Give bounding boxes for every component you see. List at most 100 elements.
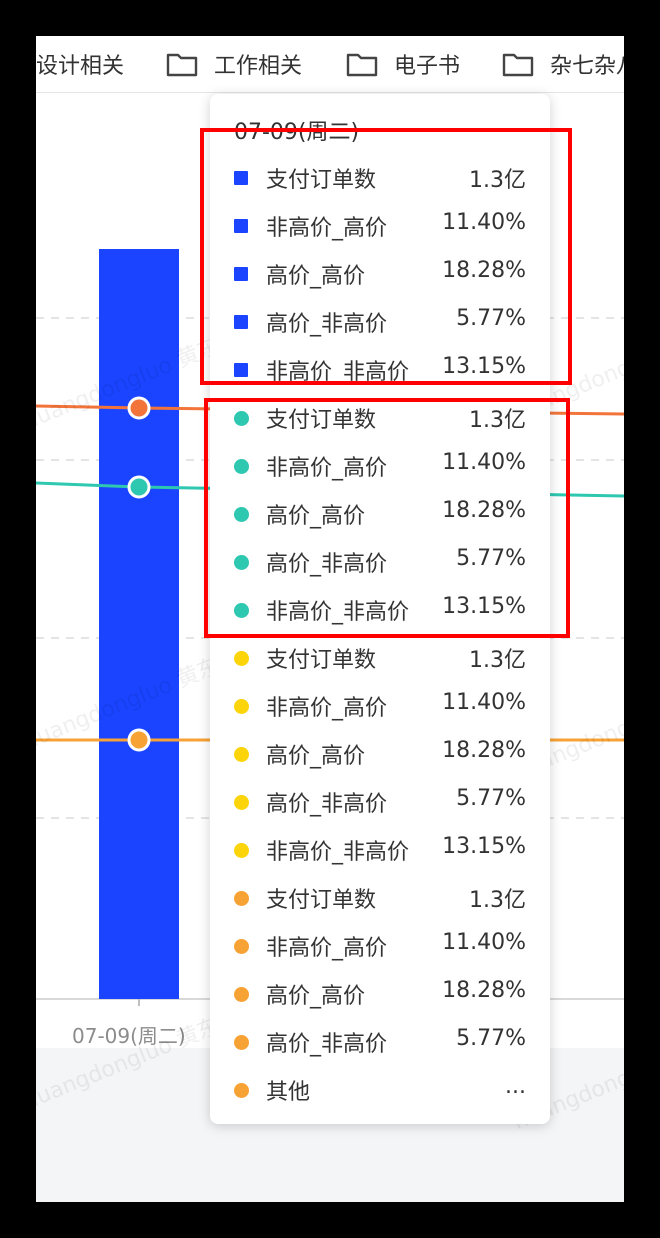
circle-marker-icon <box>234 747 249 762</box>
tooltip-series-value: 13.15% <box>442 594 526 619</box>
bookmarks-bar: 设计相关 工作相关 电子书 杂七杂八 <box>36 36 624 93</box>
folder-icon <box>502 53 534 77</box>
tooltip-series-name: 非高价_高价 <box>266 216 388 241</box>
tooltip-row: 非高价_非高价 13.15% <box>210 346 550 394</box>
circle-marker-icon <box>234 987 249 1002</box>
tooltip-series-value: 1.3亿 <box>469 648 526 673</box>
tooltip-series-name: 高价_非高价 <box>266 552 388 577</box>
browser-viewport: 设计相关 工作相关 电子书 杂七杂八 07-09(周二) huangdonglu… <box>36 36 624 1202</box>
circle-marker-icon <box>234 939 249 954</box>
tooltip-series-value: 11.40% <box>442 930 526 955</box>
tooltip-row: 其他... <box>210 1066 550 1114</box>
tooltip-row: 非高价_高价 11.40% <box>210 922 550 970</box>
tooltip-series-name: 高价_高价 <box>266 984 366 1009</box>
tooltip-series-name: 高价_高价 <box>266 264 366 289</box>
circle-marker-icon <box>234 843 249 858</box>
circle-marker-icon <box>234 555 249 570</box>
circle-marker-icon <box>234 507 249 522</box>
tooltip-series-value: 18.28% <box>442 978 526 1003</box>
tooltip-series-value: 11.40% <box>442 450 526 475</box>
series-point <box>127 728 151 752</box>
tooltip-series-value: 5.77% <box>456 306 526 331</box>
circle-marker-icon <box>234 1083 249 1098</box>
tooltip-row: 高价_高价 18.28% <box>210 490 550 538</box>
tooltip-series-name: 高价_高价 <box>266 744 366 769</box>
series-point <box>127 475 151 499</box>
highlight-box-teal-group <box>204 398 570 638</box>
tooltip-series-value: 13.15% <box>442 834 526 859</box>
circle-marker-icon <box>234 699 249 714</box>
tooltip-series-value: ... <box>505 1074 526 1099</box>
circle-marker-icon <box>234 603 249 618</box>
tooltip-series-value: 18.28% <box>442 498 526 523</box>
bookmark-design[interactable]: 设计相关 <box>36 36 124 92</box>
bookmark-work[interactable]: 工作相关 <box>166 36 302 92</box>
bookmark-label: 设计相关 <box>36 54 125 79</box>
square-marker-icon <box>234 267 248 281</box>
highlight-box-blue-group <box>200 128 572 385</box>
tooltip-series-name: 支付订单数 <box>266 408 377 433</box>
tooltip-row: 非高价_高价 11.40% <box>210 442 550 490</box>
circle-marker-icon <box>234 795 249 810</box>
square-marker-icon <box>234 363 248 377</box>
tooltip-series-name: 支付订单数 <box>266 168 377 193</box>
tooltip-series-value: 11.40% <box>442 690 526 715</box>
circle-marker-icon <box>234 891 249 906</box>
tooltip-series-value: 18.28% <box>442 258 526 283</box>
tooltip-row: 高价_非高价 5.77% <box>210 778 550 826</box>
tooltip-series-name: 高价_非高价 <box>266 1032 388 1057</box>
tooltip-row: 高价_高价 18.28% <box>210 250 550 298</box>
tooltip-row: 支付订单数 1.3亿 <box>210 154 550 202</box>
chart-tooltip: 07-09(周二) 支付订单数 1.3亿 非高价_高价 11.40% 高价_高价 18.2… <box>210 94 550 1124</box>
tooltip-row: 高价_非高价 5.77% <box>210 538 550 586</box>
folder-icon <box>346 53 378 77</box>
tooltip-series-name: 非高价_非高价 <box>266 360 410 385</box>
tooltip-row: 高价_高价 18.28% <box>210 730 550 778</box>
tooltip-series-name: 其他 <box>266 1080 311 1105</box>
tooltip-row: 非高价_高价 11.40% <box>210 202 550 250</box>
tooltip-series-value: 13.15% <box>442 354 526 379</box>
tooltip-series-value: 5.77% <box>456 1026 526 1051</box>
bookmark-misc[interactable]: 杂七杂八 <box>502 36 624 92</box>
tooltip-series-name: 非高价_非高价 <box>266 600 410 625</box>
x-axis-tick-label: 07-09(周二) <box>72 1024 186 1048</box>
tooltip-series-value: 1.3亿 <box>469 888 526 913</box>
square-marker-icon <box>234 219 248 233</box>
tooltip-row: 高价_非高价 5.77% <box>210 1018 550 1066</box>
tooltip-series-name: 支付订单数 <box>266 648 377 673</box>
tooltip-row: 高价_高价 18.28% <box>210 970 550 1018</box>
tooltip-row: 支付订单数 1.3亿 <box>210 634 550 682</box>
tooltip-title: 07-09(周二) <box>234 120 360 145</box>
tooltip-row: 非高价_非高价 13.15% <box>210 826 550 874</box>
folder-icon <box>166 53 198 77</box>
square-marker-icon <box>234 315 248 329</box>
tooltip-series-name: 非高价_高价 <box>266 696 388 721</box>
tooltip-row: 非高价_高价 11.40% <box>210 682 550 730</box>
bookmark-ebooks[interactable]: 电子书 <box>346 36 460 92</box>
bookmark-label: 杂七杂八 <box>550 54 624 79</box>
circle-marker-icon <box>234 651 249 666</box>
tooltip-row: 非高价_非高价 13.15% <box>210 586 550 634</box>
square-marker-icon <box>234 171 248 185</box>
circle-marker-icon <box>234 459 249 474</box>
bookmark-label: 电子书 <box>394 54 461 79</box>
tooltip-series-value: 1.3亿 <box>469 168 526 193</box>
tooltip-row: 高价_非高价 5.77% <box>210 298 550 346</box>
tooltip-series-value: 1.3亿 <box>469 408 526 433</box>
tooltip-series-name: 非高价_非高价 <box>266 840 410 865</box>
tooltip-series-name: 高价_非高价 <box>266 312 388 337</box>
tooltip-row: 支付订单数 1.3亿 <box>210 394 550 442</box>
tooltip-row: 支付订单数 1.3亿 <box>210 874 550 922</box>
tooltip-series-value: 11.40% <box>442 210 526 235</box>
circle-marker-icon <box>234 1035 249 1050</box>
tooltip-series-value: 5.77% <box>456 786 526 811</box>
bookmark-label: 工作相关 <box>214 54 303 79</box>
tooltip-series-name: 高价_非高价 <box>266 792 388 817</box>
tooltip-series-value: 5.77% <box>456 546 526 571</box>
tooltip-series-name: 非高价_高价 <box>266 936 388 961</box>
circle-marker-icon <box>234 411 249 426</box>
tooltip-series-name: 非高价_高价 <box>266 456 388 481</box>
tooltip-series-name: 支付订单数 <box>266 888 377 913</box>
bar-mark <box>99 249 179 999</box>
tooltip-series-name: 高价_高价 <box>266 504 366 529</box>
